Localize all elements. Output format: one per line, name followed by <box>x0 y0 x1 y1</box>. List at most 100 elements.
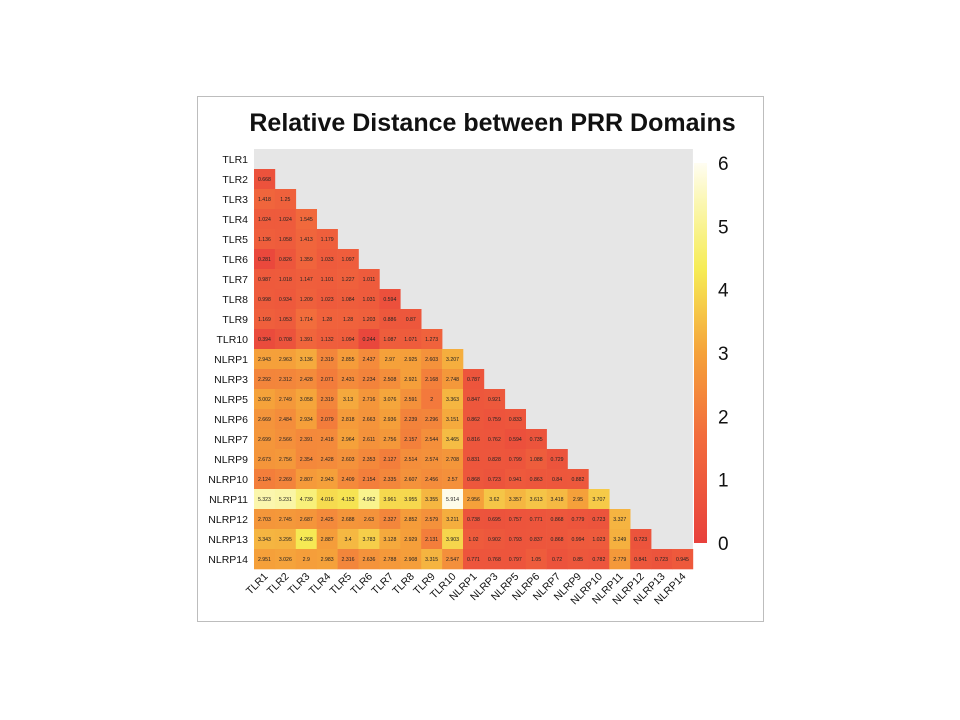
heatmap-cell <box>546 509 568 530</box>
heatmap-cell <box>421 489 443 510</box>
heatmap-cell <box>525 469 547 490</box>
heatmap-cell <box>463 429 485 450</box>
cell-value-label: 2.964 <box>342 437 355 443</box>
heatmap-cell <box>358 309 380 330</box>
heatmap-cell <box>379 549 401 570</box>
heatmap-cell <box>567 469 589 490</box>
cell-value-label: 2.807 <box>300 477 313 483</box>
heatmap-cell <box>316 309 338 330</box>
cell-value-label: 3.295 <box>279 537 292 543</box>
heatmap-cell <box>254 269 276 290</box>
cell-value-label: 0.793 <box>509 537 522 543</box>
cell-value-label: 0.847 <box>467 397 480 403</box>
cell-value-label: 1.147 <box>300 277 313 283</box>
cell-value-label: 0.723 <box>592 517 605 523</box>
cell-value-label: 2.756 <box>383 437 396 443</box>
heatmap-cell <box>274 389 297 410</box>
cell-value-label: 0.768 <box>488 557 501 563</box>
heatmap-cell <box>316 449 338 470</box>
heatmap-cell <box>504 489 526 510</box>
heatmap-cell <box>254 489 276 510</box>
cell-value-label: 1.097 <box>342 257 355 263</box>
colorbar: 0 1 2 3 4 5 6 <box>694 154 729 555</box>
heatmap-cell <box>483 449 506 470</box>
cell-value-label: 2.852 <box>404 517 417 523</box>
heatmap-cell <box>400 509 422 530</box>
cell-value-label: 3.249 <box>613 537 626 543</box>
cell-value-label: 0.708 <box>279 337 292 343</box>
heatmap-cell <box>483 429 506 450</box>
cell-value-label: 2.269 <box>279 477 292 483</box>
heatmap-cell <box>504 409 526 430</box>
row-tick-label: TLR6 <box>222 254 248 266</box>
row-tick-label: NLRP10 <box>208 474 248 486</box>
heatmap-cell <box>400 309 422 330</box>
heatmap-cell <box>504 509 526 530</box>
heatmap-cell <box>337 489 359 510</box>
heatmap-cell <box>463 409 485 430</box>
cell-value-label: 1.094 <box>342 337 355 343</box>
cell-value-label: 3.211 <box>446 517 459 523</box>
heatmap-cell <box>358 429 380 450</box>
heatmap-cell <box>337 269 359 290</box>
cell-value-label: 2.574 <box>425 457 438 463</box>
cell-value-label: 1.209 <box>300 297 313 303</box>
cell-value-label: 1.359 <box>300 257 313 263</box>
cell-value-label: 2.925 <box>404 357 417 363</box>
row-tick-label: TLR9 <box>222 314 248 326</box>
cell-value-label: 1.05 <box>531 557 541 563</box>
cell-value-label: 2.708 <box>446 457 459 463</box>
cell-value-label: 2.788 <box>383 557 396 563</box>
cell-value-label: 2.131 <box>425 537 438 543</box>
cell-value-label: 0.668 <box>258 177 271 183</box>
cell-value-label: 0.868 <box>551 537 564 543</box>
column-tick-label: TLR7 <box>369 571 396 598</box>
cell-value-label: 0.902 <box>488 537 501 543</box>
row-tick-label: NLRP13 <box>208 534 248 546</box>
cell-value-label: 1.033 <box>321 257 334 263</box>
cell-value-label: 2.749 <box>279 397 292 403</box>
cell-value-label: 2.327 <box>383 517 396 523</box>
heatmap-cell <box>504 529 526 550</box>
cell-value-label: 0.394 <box>258 337 271 343</box>
cell-value-label: 2.669 <box>258 417 271 423</box>
cell-value-label: 1.058 <box>279 237 292 243</box>
cell-value-label: 1.023 <box>592 537 605 543</box>
heatmap-cell <box>483 489 506 510</box>
colorbar-tick-label: 3 <box>718 344 729 365</box>
heatmap-cell <box>254 249 276 270</box>
cell-value-label: 2.748 <box>446 377 459 383</box>
heatmap-cell <box>483 469 506 490</box>
heatmap-cell <box>337 289 359 310</box>
heatmap-cell <box>421 369 443 390</box>
heatmap-cell <box>504 449 526 470</box>
heatmap-cell <box>316 249 338 270</box>
cell-value-label: 2.428 <box>321 457 334 463</box>
cell-value-label: 2.425 <box>321 517 334 523</box>
heatmap-cell <box>546 449 568 470</box>
heatmap-cell <box>588 549 610 570</box>
heatmap-cell <box>525 529 547 550</box>
cell-value-label: 1.018 <box>279 277 292 283</box>
heatmap-cell <box>588 529 610 550</box>
heatmap-cell <box>400 489 422 510</box>
heatmap-cell <box>295 329 317 350</box>
heatmap-cell <box>274 189 297 210</box>
heatmap-cell <box>254 389 276 410</box>
heatmap-cell <box>316 429 338 450</box>
cell-value-label: 3.613 <box>530 497 543 503</box>
heatmap-cell <box>379 289 401 310</box>
heatmap-cell <box>442 449 464 470</box>
cell-value-label: 2.234 <box>362 377 375 383</box>
heatmap-cell <box>379 309 401 330</box>
heatmap-cell <box>274 309 297 330</box>
cell-value-label: 1.101 <box>321 277 334 283</box>
cell-value-label: 3.707 <box>592 497 605 503</box>
heatmap-cell <box>358 389 380 410</box>
row-tick-label: NLRP11 <box>209 494 248 506</box>
heatmap-cell <box>442 549 464 570</box>
heatmap-cell <box>358 469 380 490</box>
heatmap-cell <box>337 549 359 570</box>
heatmap-cell <box>400 529 422 550</box>
